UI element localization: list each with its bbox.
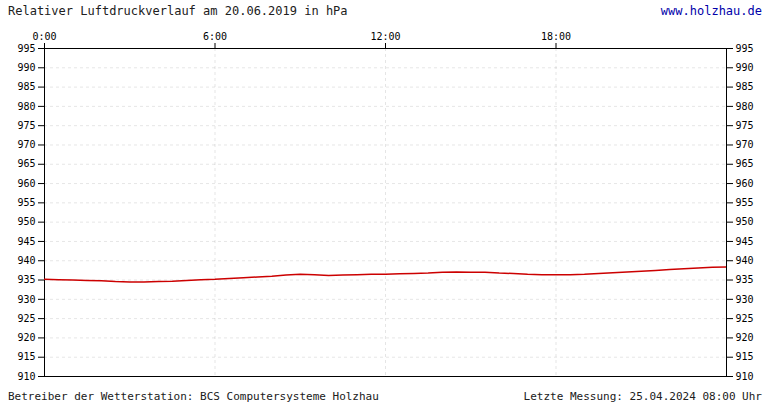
svg-text:990: 990 <box>736 62 754 73</box>
svg-text:950: 950 <box>17 216 35 227</box>
svg-text:965: 965 <box>736 158 754 169</box>
svg-text:18:00: 18:00 <box>541 31 571 42</box>
svg-text:925: 925 <box>736 313 754 324</box>
svg-text:955: 955 <box>17 197 35 208</box>
html-text:www.holzhau.de: www.holzhau.de <box>660 4 762 18</box>
svg-text:915: 915 <box>736 351 754 362</box>
svg-text:975: 975 <box>17 120 35 131</box>
svg-text:960: 960 <box>736 178 754 189</box>
svg-text:950: 950 <box>736 216 754 227</box>
svg-text:935: 935 <box>17 274 35 285</box>
svg-text:930: 930 <box>17 294 35 305</box>
svg-text:955: 955 <box>736 197 754 208</box>
svg-text:995: 995 <box>736 43 754 54</box>
svg-text:970: 970 <box>736 139 754 150</box>
svg-text:0:00: 0:00 <box>32 31 56 42</box>
svg-text:930: 930 <box>736 294 754 305</box>
svg-text:910: 910 <box>736 371 754 382</box>
svg-text:985: 985 <box>17 81 35 92</box>
svg-text:920: 920 <box>736 332 754 343</box>
html-text:Relativer Luftdruckverlauf am: Relativer Luftdruckverlauf am 20.06.2019… <box>8 4 348 18</box>
svg-text:940: 940 <box>736 255 754 266</box>
html-text:Betreiber der Wetterstation: B: Betreiber der Wetterstation: BCS Compute… <box>8 389 379 403</box>
svg-text:935: 935 <box>736 274 754 285</box>
svg-text:995: 995 <box>17 43 35 54</box>
svg-text:940: 940 <box>17 255 35 266</box>
svg-text:910: 910 <box>17 371 35 382</box>
svg-text:945: 945 <box>736 236 754 247</box>
svg-text:945: 945 <box>17 236 35 247</box>
svg-text:990: 990 <box>17 62 35 73</box>
svg-text:960: 960 <box>17 178 35 189</box>
svg-text:980: 980 <box>17 101 35 112</box>
svg-text:920: 920 <box>17 332 35 343</box>
svg-text:915: 915 <box>17 351 35 362</box>
svg-text:970: 970 <box>17 139 35 150</box>
svg-text:925: 925 <box>17 313 35 324</box>
svg-text:975: 975 <box>736 120 754 131</box>
svg-text:12:00: 12:00 <box>370 31 400 42</box>
svg-text:980: 980 <box>736 101 754 112</box>
svg-text:6:00: 6:00 <box>203 31 227 42</box>
svg-text:965: 965 <box>17 158 35 169</box>
html-text:Letzte Messung: 25.04.2024 08:: Letzte Messung: 25.04.2024 08:00 Uhr <box>523 389 762 403</box>
svg-text:985: 985 <box>736 81 754 92</box>
